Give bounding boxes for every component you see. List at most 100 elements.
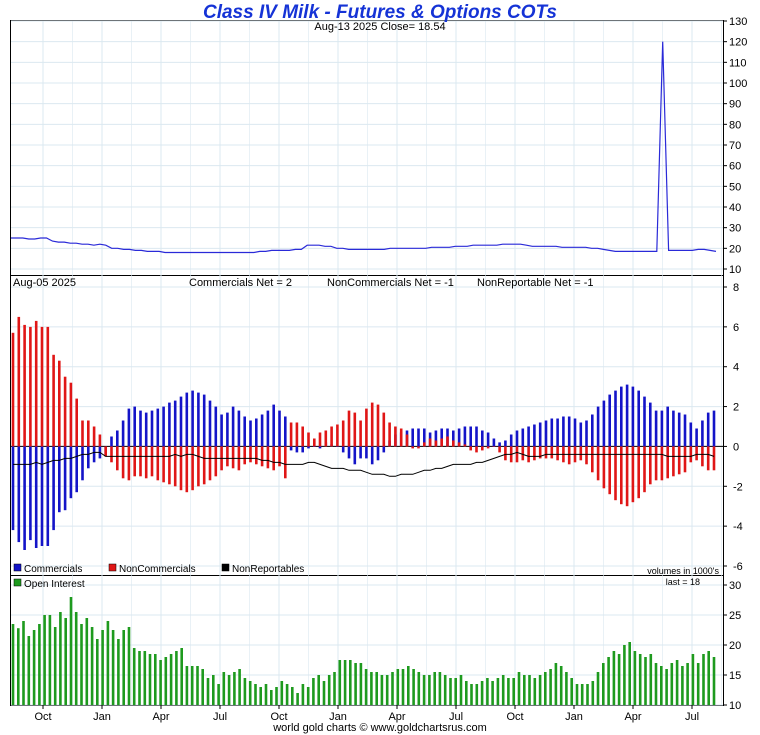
commercials-bar <box>701 420 704 447</box>
legend-noncommercials: NonCommercials <box>119 564 196 575</box>
commercials-bar <box>538 422 542 447</box>
x-tick-label: Jan <box>565 711 583 723</box>
noncommercials-bar <box>643 446 646 493</box>
noncommercials-bar <box>695 446 698 461</box>
x-tick-label: Jan <box>93 711 111 723</box>
open-interest-bar <box>248 681 252 705</box>
noncommercials-bar <box>492 446 496 447</box>
x-tick-label: Oct <box>270 711 287 723</box>
commercials-bar <box>202 394 206 447</box>
noncommercials-bar <box>637 446 640 499</box>
open-interest-bar <box>559 666 563 705</box>
footer-credit: world gold charts © www.goldchartsrus.co… <box>273 722 487 734</box>
price-y-tick-label: 40 <box>729 202 741 214</box>
open-interest-bar <box>649 654 653 705</box>
price-y-tick-label: 100 <box>729 78 747 90</box>
legend-swatch-nonreportables <box>221 563 230 572</box>
open-interest-bar <box>570 678 573 705</box>
commercials-bar <box>423 428 426 447</box>
open-interest-bar <box>154 654 157 705</box>
noncommercials-bar <box>596 446 600 481</box>
noncommercials-bar <box>411 446 414 449</box>
noncommercials-bar <box>40 326 44 447</box>
noncommercials-bar <box>602 446 606 489</box>
open-interest-bar <box>296 693 299 705</box>
legend-nonreportables: NonReportables <box>232 564 304 575</box>
commercials-bar <box>75 446 78 493</box>
commercials-bar <box>527 426 530 447</box>
x-tick-label: Apr <box>152 711 169 723</box>
commercials-bar <box>440 428 443 447</box>
noncommercials-bar <box>452 440 455 447</box>
noncommercials-bar <box>17 316 21 447</box>
open-interest-bar <box>322 681 326 705</box>
open-interest-bar <box>11 624 15 705</box>
grid-layer <box>11 20 723 706</box>
open-interest-bar <box>654 663 658 705</box>
oi-y-tick-label: 25 <box>729 610 741 622</box>
noncommercials-bar <box>382 412 386 447</box>
noncommercials-bar <box>538 446 542 459</box>
open-interest-bar <box>607 657 610 705</box>
commercials-bar <box>452 430 455 447</box>
commercials-bar <box>562 416 565 447</box>
open-interest-bar <box>496 678 500 705</box>
noncommercials-bar <box>231 446 235 469</box>
noncommercials-bar <box>457 442 461 447</box>
cot-y-tick-label: -2 <box>733 481 743 493</box>
commercials-bar <box>313 446 316 447</box>
commercials-bar <box>284 416 287 447</box>
open-interest-bar <box>338 660 342 705</box>
noncommercials-bar <box>75 398 78 447</box>
commercials-bar <box>208 400 212 447</box>
open-interest-bar <box>359 663 363 705</box>
commercials-bar <box>133 406 136 447</box>
commercials-bar <box>654 410 658 447</box>
commercials-bar <box>52 446 55 531</box>
open-interest-bar <box>196 666 199 705</box>
open-interest-bar <box>148 654 152 705</box>
noncommercials-bar <box>150 446 154 477</box>
commercials-bar <box>266 410 270 447</box>
open-interest-bar <box>375 672 378 705</box>
commercials-bar <box>214 406 218 447</box>
commercials-bar <box>706 412 710 447</box>
open-interest-bar <box>380 675 384 705</box>
open-interest-bar <box>433 672 436 705</box>
open-interest-layer <box>11 597 716 705</box>
open-interest-bar <box>59 612 62 705</box>
commercials-bar <box>475 426 478 447</box>
open-interest-bar <box>164 657 168 705</box>
price-y-tick-label: 130 <box>729 16 747 28</box>
noncommercials-bar <box>405 434 409 447</box>
commercials-bar <box>486 432 490 447</box>
open-interest-bar <box>301 684 305 705</box>
open-interest-bar <box>623 645 626 705</box>
commercials-bar <box>463 426 467 447</box>
noncommercials-bar <box>168 446 171 485</box>
noncommercials-bar <box>521 446 525 461</box>
noncommercials-bar <box>533 446 536 461</box>
noncommercials-bar <box>515 446 519 463</box>
open-interest-bar <box>291 687 294 705</box>
commercials-bar <box>295 446 299 453</box>
noncommercials-bar <box>307 432 310 447</box>
noncommercials-bar <box>249 446 252 463</box>
x-tick-label: Oct <box>34 711 51 723</box>
noncommercials-bar <box>608 446 611 495</box>
commercials-bar <box>40 446 44 546</box>
commercials-bar <box>17 446 21 543</box>
commercials-bar <box>585 420 588 447</box>
open-interest-bar <box>343 660 347 705</box>
open-interest-bar <box>491 681 494 705</box>
noncommercials-bar <box>336 424 339 447</box>
open-interest-bar <box>117 639 120 705</box>
open-interest-bar <box>638 654 642 705</box>
open-interest-bar <box>227 675 231 705</box>
noncommercials-bar <box>278 446 281 467</box>
price-y-tick-label: 90 <box>729 99 741 111</box>
open-interest-bar <box>486 678 489 705</box>
open-interest-bar <box>111 630 115 705</box>
noncommercials-bar <box>11 332 15 447</box>
cot-y-tick-label: -4 <box>733 521 743 533</box>
